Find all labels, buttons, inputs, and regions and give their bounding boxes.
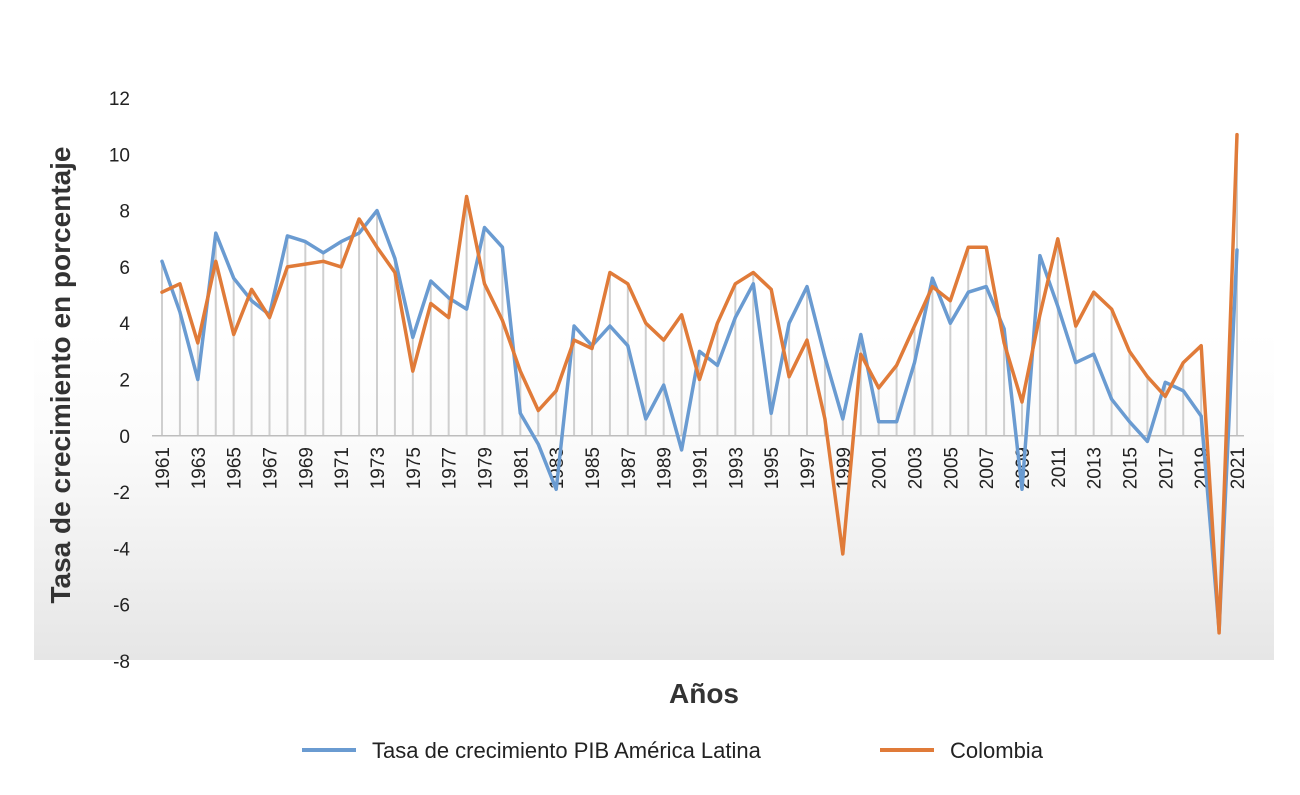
x-tick-label: 1987	[619, 447, 640, 489]
x-axis-ticks: 1961 1963 1965 1967 1969 1971 1973 1975 1977 1979…	[153, 447, 1249, 489]
x-tick-label: 2017	[1156, 447, 1177, 489]
x-tick-label: 1991	[691, 447, 712, 489]
y-tick-label: 8	[119, 202, 130, 223]
y-axis-ticks: -8 -6 -4 -2 0 2 4 6 8 10 12	[109, 89, 131, 673]
x-tick-label: 1973	[368, 447, 389, 489]
x-tick-label: 2005	[941, 447, 962, 489]
x-tick-label: 1985	[583, 447, 604, 489]
x-tick-label: 1961	[153, 447, 174, 489]
y-tick-label: -8	[113, 652, 130, 673]
x-tick-label: 1995	[762, 447, 783, 489]
x-tick-label: 2003	[906, 447, 927, 489]
y-tick-label: 2	[119, 371, 130, 392]
y-tick-label: -6	[113, 596, 130, 617]
legend-label-colombia: Colombia	[950, 738, 1044, 763]
x-tick-label: 2013	[1085, 447, 1106, 489]
plot-background	[34, 330, 1274, 660]
x-tick-label: 2015	[1121, 447, 1142, 489]
x-tick-label: 1979	[476, 447, 497, 489]
x-axis-title: Años	[669, 678, 739, 709]
x-tick-label: 1989	[655, 447, 676, 489]
x-tick-label: 1967	[261, 447, 282, 489]
x-tick-label: 1975	[404, 447, 425, 489]
legend-label-latam: Tasa de crecimiento PIB América Latina	[372, 738, 762, 763]
legend: Tasa de crecimiento PIB América Latina C…	[302, 738, 1044, 763]
x-tick-label: 2011	[1049, 447, 1070, 488]
y-tick-label: -4	[113, 539, 130, 560]
x-tick-label: 1981	[511, 447, 532, 489]
x-tick-label: 2007	[977, 447, 998, 489]
y-tick-label: -2	[113, 483, 130, 504]
series-line-colombia	[160, 132, 1239, 635]
y-tick-label: 4	[119, 314, 130, 335]
x-tick-label: 1969	[296, 447, 317, 489]
x-tick-label: 1971	[332, 447, 353, 489]
y-tick-label: 0	[119, 427, 130, 448]
y-tick-label: 10	[109, 145, 130, 166]
x-tick-label: 1963	[189, 447, 210, 489]
x-tick-label: 1993	[726, 447, 747, 489]
series-line-latam	[160, 208, 1239, 632]
x-tick-label: 2001	[870, 447, 891, 489]
x-tick-label: 1965	[225, 447, 246, 489]
y-axis-title: Tasa de crecimiento en porcentaje	[45, 147, 76, 604]
series-lines	[160, 132, 1239, 635]
x-tick-label: 1997	[798, 447, 819, 489]
y-tick-label: 6	[119, 258, 130, 279]
y-tick-label: 12	[109, 89, 130, 110]
x-tick-label: 1977	[440, 447, 461, 489]
drop-lines	[161, 134, 1238, 436]
x-tick-label: 2021	[1228, 447, 1249, 489]
